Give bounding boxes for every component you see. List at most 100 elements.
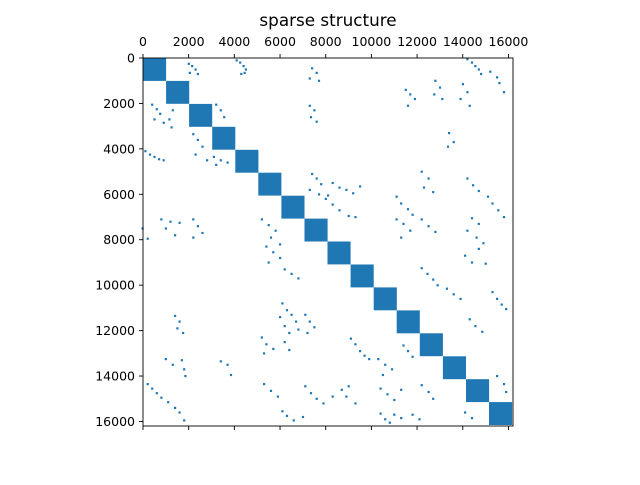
nonzero-point [155, 392, 158, 395]
nonzero-point [472, 184, 475, 187]
nonzero-point [265, 343, 268, 346]
nonzero-point [464, 411, 467, 414]
nonzero-point [176, 327, 179, 330]
nonzero-point [171, 109, 174, 112]
y-tick-label: 10000 [95, 278, 135, 293]
nonzero-point [164, 358, 167, 361]
nonzero-point [502, 216, 506, 219]
nonzero-point [260, 336, 263, 339]
nonzero-point [317, 79, 321, 82]
nonzero-point [477, 68, 480, 71]
nonzero-point [160, 396, 163, 399]
nonzero-point [276, 395, 279, 398]
nonzero-point [281, 302, 284, 305]
nonzero-point [489, 70, 492, 73]
x-tick-label: 16000 [489, 34, 529, 49]
nonzero-point [226, 363, 229, 366]
nonzero-point [160, 218, 163, 221]
nonzero-point [178, 320, 181, 323]
nonzero-point [215, 163, 218, 166]
nonzero-point [285, 414, 289, 417]
nonzero-point [484, 262, 487, 265]
nonzero-point [219, 159, 222, 162]
nonzero-point [170, 126, 173, 129]
nonzero-point [311, 172, 314, 176]
diagonal-block-2 [189, 103, 213, 127]
nonzero-point [477, 222, 480, 225]
nonzero-point [386, 393, 389, 396]
nonzero-point [432, 278, 435, 281]
nonzero-point [174, 314, 177, 317]
nonzero-point [260, 218, 263, 221]
nonzero-point [281, 410, 284, 413]
nonzero-point [474, 65, 477, 68]
nonzero-point [174, 406, 177, 409]
nonzero-point [464, 254, 467, 257]
nonzero-point [491, 202, 494, 205]
nonzero-point [153, 118, 156, 121]
nonzero-point [497, 209, 500, 212]
nonzero-point [219, 109, 222, 112]
diagonal-block-6 [281, 195, 305, 219]
nonzero-point [436, 284, 439, 287]
nonzero-point [368, 358, 371, 361]
nonzero-point [283, 268, 286, 271]
nonzero-point [183, 368, 186, 371]
nonzero-point [406, 350, 410, 353]
nonzero-point [308, 188, 311, 191]
nonzero-point [502, 91, 506, 94]
nonzero-point [418, 418, 421, 421]
nonzero-point [466, 177, 469, 180]
nonzero-point [347, 385, 350, 388]
nonzero-point [151, 387, 154, 390]
nonzero-point [477, 247, 480, 250]
nonzero-point [331, 181, 334, 185]
nonzero-point [219, 360, 222, 363]
nonzero-point [466, 91, 469, 94]
diagonal-block-7 [304, 218, 328, 242]
plot-frame [142, 57, 514, 427]
x-tick-label: 12000 [397, 34, 437, 49]
nonzero-point [304, 385, 307, 388]
nonzero-point [411, 213, 414, 216]
nonzero-point [308, 77, 311, 80]
nonzero-point [263, 352, 266, 355]
diagonal-block-15 [489, 402, 513, 425]
y-tick-label: 4000 [103, 141, 135, 156]
nonzero-point [498, 82, 501, 85]
nonzero-point [413, 97, 416, 101]
chart-title: sparse structure [259, 10, 396, 30]
nonzero-point [400, 388, 403, 391]
axes: 0 2000 4000 6000 8000 10000 12000 14000 16000 0 20… [95, 34, 528, 430]
nonzero-point [482, 242, 485, 245]
diagonal-block-14 [466, 379, 490, 403]
nonzero-point [377, 358, 380, 361]
nonzero-point [315, 397, 318, 400]
nonzero-point [461, 83, 464, 86]
nonzero-point [459, 297, 462, 300]
nonzero-point [315, 177, 318, 180]
nonzero-point [445, 287, 448, 290]
nonzero-point [279, 316, 282, 319]
nonzero-point [272, 251, 275, 254]
nonzero-point [486, 195, 490, 198]
nonzero-point [269, 236, 273, 239]
x-tick-label: 4000 [218, 34, 250, 49]
diagonal-block-11 [396, 310, 420, 334]
nonzero-point [452, 141, 455, 144]
nonzero-point [194, 153, 197, 156]
nonzero-point [272, 347, 275, 350]
nonzero-point [411, 355, 414, 358]
nonzero-point [192, 133, 195, 136]
diagonal-block-8 [327, 241, 351, 265]
nonzero-point [226, 161, 229, 164]
nonzero-point [178, 411, 181, 414]
nonzero-point [162, 121, 165, 124]
nonzero-point [191, 65, 194, 68]
diagonal-block-12 [419, 333, 443, 357]
nonzero-point [162, 159, 165, 162]
nonzero-point [393, 413, 396, 416]
nonzero-point [354, 343, 357, 346]
nonzero-point [324, 197, 327, 200]
